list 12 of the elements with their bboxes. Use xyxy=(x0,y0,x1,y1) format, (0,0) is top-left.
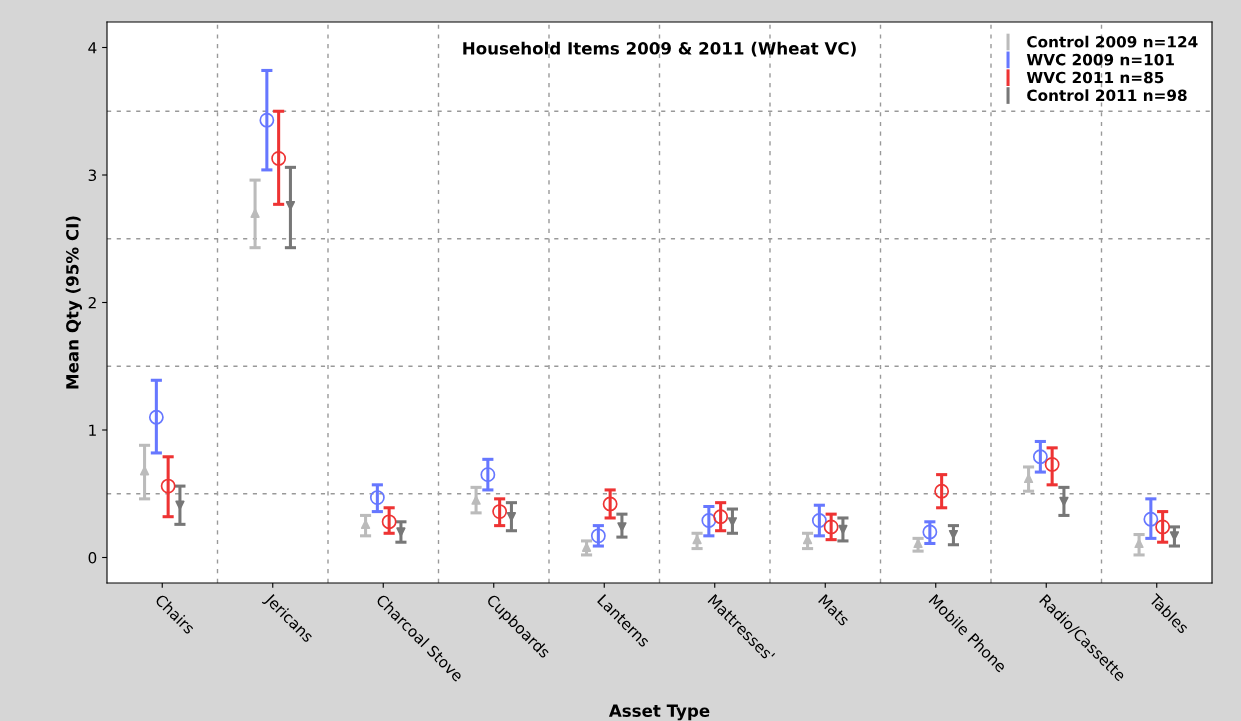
legend-label: Control 2011 n=98 xyxy=(1027,89,1187,102)
legend-label: WVC 2011 n=85 xyxy=(1026,71,1164,84)
y-axis-title: Mean Qty (95% CI) xyxy=(65,216,82,389)
legend-label: WVC 2009 n=101 xyxy=(1026,53,1174,66)
y-tick-label: 0 xyxy=(88,551,97,564)
legend-label: Control 2009 n=124 xyxy=(1027,35,1198,48)
x-axis-title: Asset Type xyxy=(608,704,710,721)
text: Household Items 2009 & 2011 (Wheat VC) xyxy=(463,41,856,57)
y-tick-label: 3 xyxy=(88,169,97,182)
y-tick-label: 1 xyxy=(89,424,96,436)
y-tick-label: 4 xyxy=(88,42,97,54)
y-tick-label: 2 xyxy=(88,296,96,309)
